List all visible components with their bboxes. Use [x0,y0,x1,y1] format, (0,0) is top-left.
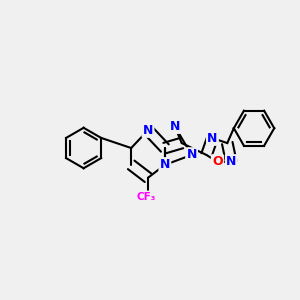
Text: N: N [169,120,180,133]
Text: CF₃: CF₃ [137,192,156,202]
Text: N: N [226,155,236,168]
Text: N: N [160,158,170,171]
Text: N: N [207,132,218,145]
Text: O: O [212,155,223,168]
Text: N: N [143,124,153,137]
Text: N: N [186,148,197,161]
